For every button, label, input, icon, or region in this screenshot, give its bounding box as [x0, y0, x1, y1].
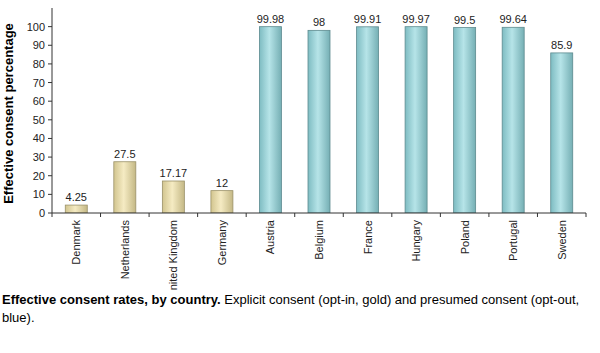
- data-label: 99.98: [257, 13, 285, 25]
- bar: [551, 53, 573, 213]
- data-label: 99.97: [402, 13, 430, 25]
- y-tick: [48, 119, 52, 120]
- y-axis-label: Effective consent percentage: [1, 23, 16, 204]
- x-tick: [246, 213, 247, 217]
- bar: [65, 205, 87, 213]
- bar: [259, 27, 281, 213]
- chart: 4.25 27.5 17.17 12 99.98 98 99.91 99.97 99.5 99.6…: [0, 0, 600, 290]
- data-label: 27.5: [114, 148, 135, 160]
- x-tick: [294, 213, 295, 217]
- x-tick-label: Portugal: [507, 220, 519, 261]
- data-label: 85.9: [551, 39, 572, 51]
- x-tick: [343, 213, 344, 217]
- bar: [502, 27, 524, 213]
- y-tick-label: 40: [33, 132, 45, 144]
- y-tick-label: 90: [33, 39, 45, 51]
- x-tick-label: Hungary: [410, 220, 422, 262]
- x-tick-label: Belgium: [313, 220, 325, 260]
- x-tick: [149, 213, 150, 217]
- bar: [114, 162, 136, 213]
- y-tick: [48, 157, 52, 158]
- x-tick: [488, 213, 489, 217]
- x-axis: [52, 213, 586, 214]
- bar: [308, 30, 330, 213]
- title: Effective consent rates, by country.: [2, 292, 221, 307]
- x-tick: [52, 213, 53, 217]
- bar: [162, 181, 184, 213]
- y-tick: [48, 213, 52, 214]
- x-tick-label: France: [362, 220, 374, 254]
- x-tick-label: Austria: [264, 219, 276, 254]
- x-tick: [197, 213, 198, 217]
- y-tick: [48, 194, 52, 195]
- y-tick-label: 80: [33, 58, 45, 70]
- y-tick: [48, 101, 52, 102]
- y-tick: [48, 26, 52, 27]
- x-tick-label: Netherlands: [119, 220, 131, 280]
- data-label: 98: [313, 16, 325, 28]
- x-tick: [100, 213, 101, 217]
- bar: [211, 191, 233, 213]
- data-label: 99.5: [454, 14, 475, 26]
- y-tick-label: 20: [33, 170, 45, 182]
- x-tick-label: Germany: [216, 220, 228, 266]
- y-tick: [48, 138, 52, 139]
- y-tick-label: 60: [33, 95, 45, 107]
- y-tick-label: 0: [39, 207, 45, 219]
- caption: Effective consent rates, by country. Exp…: [2, 291, 596, 327]
- y-tick-label: 100: [27, 21, 45, 33]
- x-tick-label: Denmark: [70, 220, 82, 265]
- y-tick-label: 50: [33, 114, 45, 126]
- bars: [65, 27, 572, 213]
- x-tick-label: United Kingdom: [167, 220, 179, 290]
- data-label: 99.64: [499, 13, 527, 25]
- y-tick: [48, 45, 52, 46]
- bar: [357, 27, 379, 213]
- data-label: 12: [216, 177, 228, 189]
- bar: [405, 27, 427, 213]
- y-tick: [48, 63, 52, 64]
- data-label: 4.25: [66, 191, 87, 203]
- y-tick-label: 30: [33, 151, 45, 163]
- x-tick: [537, 213, 538, 217]
- y-tick: [48, 82, 52, 83]
- y-tick-label: 70: [33, 77, 45, 89]
- data-label: 17.17: [160, 167, 188, 179]
- x-tick: [586, 213, 587, 217]
- data-label: 99.91: [354, 13, 382, 25]
- x-tick: [391, 213, 392, 217]
- x-tick-label: Sweden: [556, 220, 568, 260]
- y-axis: [52, 8, 53, 213]
- x-tick: [440, 213, 441, 217]
- bar: [454, 28, 476, 213]
- x-tick-label: Poland: [459, 220, 471, 254]
- y-tick: [48, 175, 52, 176]
- y-tick-label: 10: [33, 188, 45, 200]
